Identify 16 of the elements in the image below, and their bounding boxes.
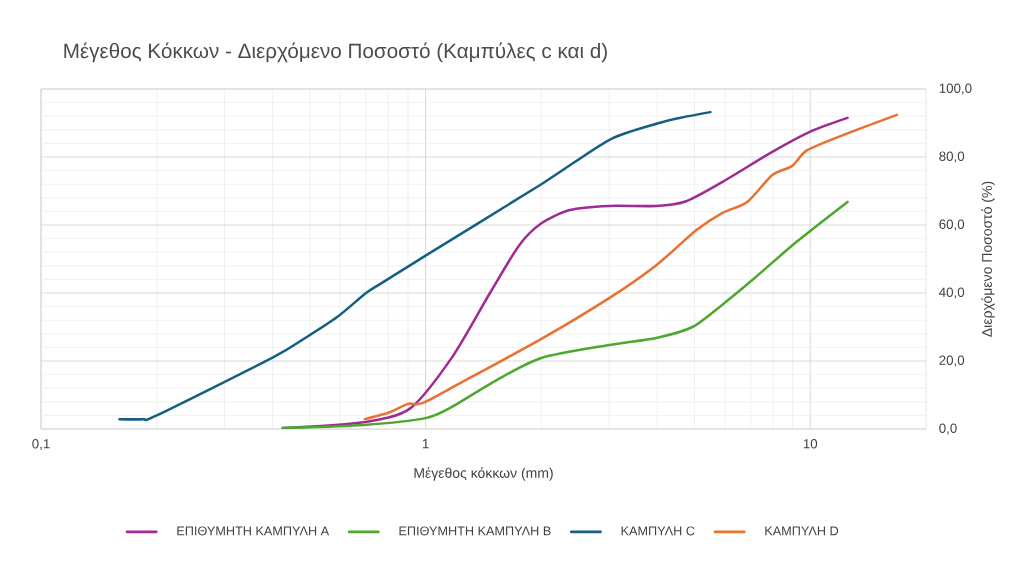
legend-label: ΕΠΙΘΥΜΗΤΗ ΚΑΜΠΥΛΗ B xyxy=(399,526,551,536)
y-tick-label: 0,0 xyxy=(939,423,957,435)
x-tick-label: 0,1 xyxy=(32,439,50,451)
x-axis-title: Μέγεθος κόκκων (mm) xyxy=(414,467,553,481)
y-tick-label: 60,0 xyxy=(939,219,965,231)
x-tick-label: 10 xyxy=(803,439,818,449)
legend-label: ΚΑΜΠΥΛΗ D xyxy=(765,526,839,536)
y-tick-label: 20,0 xyxy=(939,355,965,367)
y-tick-label: 40,0 xyxy=(939,287,965,299)
y-tick-label: 80,0 xyxy=(939,151,965,163)
chart-title: Μέγεθος Κόκκων - Διερχόμενο Ποσοστό (Καμπύλες c και d) xyxy=(64,42,607,63)
y-axis-title: Διερχόμενο Ποσοστό (%) xyxy=(981,181,995,337)
legend-label: ΕΠΙΘΥΜΗΤΗ ΚΑΜΠΥΛΗ A xyxy=(177,526,330,536)
legend-label: ΚΑΜΠΥΛΗ C xyxy=(621,526,695,536)
x-tick-label: 1 xyxy=(422,439,429,449)
y-tick-label: 100,0 xyxy=(939,83,972,95)
